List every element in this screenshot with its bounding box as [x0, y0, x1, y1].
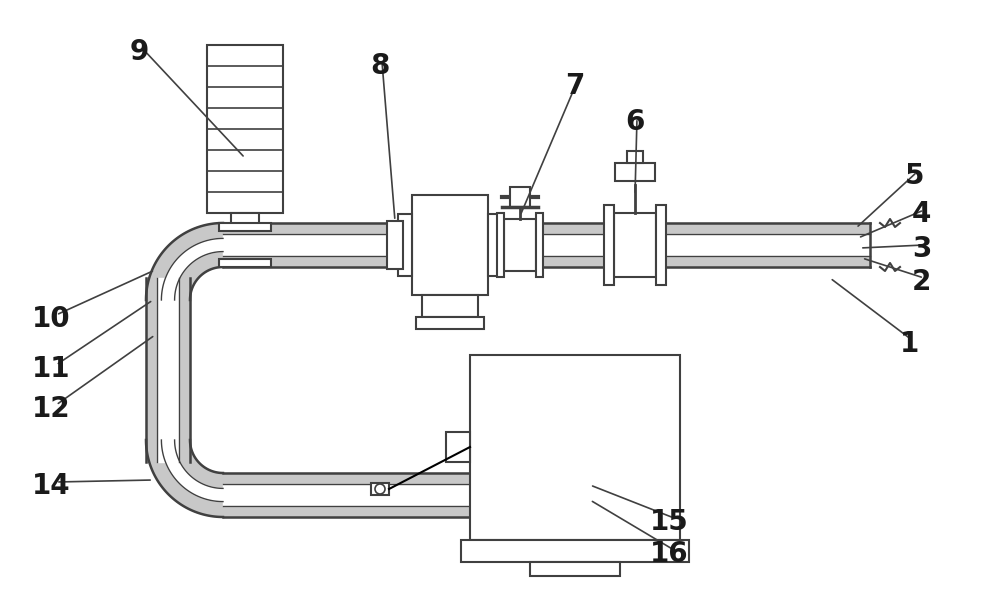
Bar: [398, 214, 412, 276]
Bar: [371, 483, 389, 495]
Bar: [504, 219, 536, 271]
Text: 7: 7: [565, 72, 584, 100]
Polygon shape: [146, 440, 223, 517]
Text: 3: 3: [912, 235, 931, 263]
Bar: [510, 187, 530, 207]
Bar: [604, 205, 614, 285]
Bar: [497, 213, 504, 277]
Text: 6: 6: [625, 108, 644, 136]
Polygon shape: [161, 238, 223, 300]
Bar: [470, 355, 680, 540]
Bar: [412, 195, 488, 295]
Text: 5: 5: [905, 162, 924, 190]
Bar: [416, 317, 484, 329]
Bar: [422, 295, 478, 317]
Circle shape: [375, 484, 385, 494]
Bar: [231, 213, 259, 231]
Bar: [656, 205, 666, 285]
Polygon shape: [146, 223, 223, 300]
Bar: [387, 221, 403, 269]
Text: 12: 12: [32, 395, 71, 423]
Text: 15: 15: [650, 508, 689, 536]
Bar: [207, 45, 283, 213]
Text: 2: 2: [912, 268, 931, 296]
Bar: [615, 163, 655, 181]
Bar: [488, 214, 502, 276]
Bar: [219, 259, 271, 267]
Bar: [219, 223, 271, 231]
Text: 8: 8: [370, 52, 389, 80]
Text: 14: 14: [32, 472, 71, 500]
Bar: [627, 151, 643, 163]
Text: 9: 9: [130, 38, 149, 66]
Text: 1: 1: [900, 330, 919, 358]
Bar: [536, 213, 543, 277]
Bar: [530, 562, 620, 576]
Text: 16: 16: [650, 540, 689, 568]
Text: 10: 10: [32, 305, 71, 333]
Text: 4: 4: [912, 200, 931, 228]
Bar: [614, 213, 656, 277]
Text: 11: 11: [32, 355, 70, 383]
Bar: [446, 432, 470, 462]
Bar: [461, 540, 689, 562]
Polygon shape: [161, 440, 223, 502]
